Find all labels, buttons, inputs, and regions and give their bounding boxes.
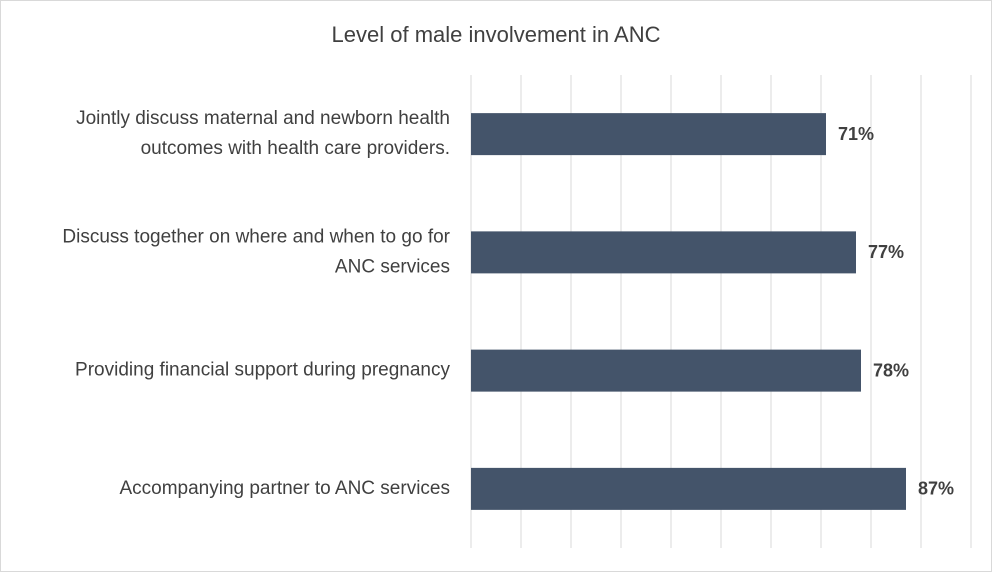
data-label: 71% bbox=[838, 124, 874, 144]
data-label: 77% bbox=[868, 242, 904, 262]
bar bbox=[471, 467, 906, 510]
chart-title: Level of male involvement in ANC bbox=[332, 22, 661, 47]
bar bbox=[471, 113, 826, 156]
y-tick-label: outcomes with health care providers. bbox=[141, 138, 450, 159]
y-tick-label: Providing financial support during pregn… bbox=[75, 360, 450, 381]
y-tick-label: Discuss together on where and when to go… bbox=[62, 226, 450, 247]
bar bbox=[471, 231, 856, 274]
data-label: 87% bbox=[918, 479, 954, 499]
y-tick-label: ANC services bbox=[335, 256, 450, 277]
data-label: 78% bbox=[873, 360, 909, 380]
y-tick-label: Jointly discuss maternal and newborn hea… bbox=[76, 108, 450, 129]
bar bbox=[471, 349, 861, 392]
y-tick-label: Accompanying partner to ANC services bbox=[119, 478, 450, 499]
